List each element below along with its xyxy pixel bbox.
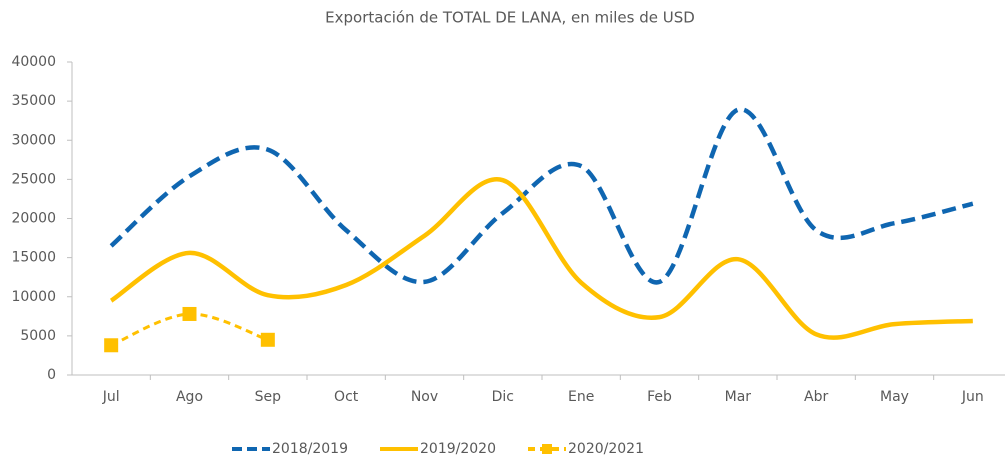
series-marker	[260, 332, 275, 347]
x-tick-label: Dic	[492, 389, 514, 405]
x-tick-label: Mar	[725, 389, 752, 405]
x-tick-label: Nov	[411, 389, 438, 405]
x-tick-label: Jul	[102, 389, 120, 405]
y-tick-label: 5000	[20, 328, 56, 344]
legend-label: 2018/2019	[272, 441, 348, 457]
legend-label: 2020/2021	[568, 441, 644, 457]
chart-title: Exportación de TOTAL DE LANA, en miles d…	[325, 9, 695, 27]
y-tick-label: 35000	[11, 93, 56, 109]
series-line	[109, 177, 973, 340]
x-tick-label: Ene	[568, 389, 594, 405]
y-tick-label: 25000	[11, 171, 56, 187]
y-tick-label: 20000	[11, 211, 56, 227]
x-tick-label: Sep	[255, 389, 282, 405]
y-tick-label: 0	[47, 367, 56, 383]
x-tick-label: Jun	[961, 389, 984, 405]
y-tick-label: 40000	[11, 54, 56, 70]
x-tick-label: Oct	[334, 389, 359, 405]
y-tick-label: 15000	[11, 250, 56, 266]
series-line	[109, 107, 974, 285]
x-tick-label: Abr	[804, 389, 828, 405]
x-tick-label: Ago	[176, 389, 203, 405]
y-tick-label: 10000	[11, 289, 56, 305]
series-marker	[104, 338, 119, 353]
legend-label: 2019/2020	[420, 441, 496, 457]
y-tick-label: 30000	[11, 132, 56, 148]
x-tick-label: Feb	[647, 389, 672, 405]
legend-marker	[542, 444, 552, 454]
x-tick-label: May	[880, 389, 909, 405]
series-marker	[182, 306, 197, 321]
